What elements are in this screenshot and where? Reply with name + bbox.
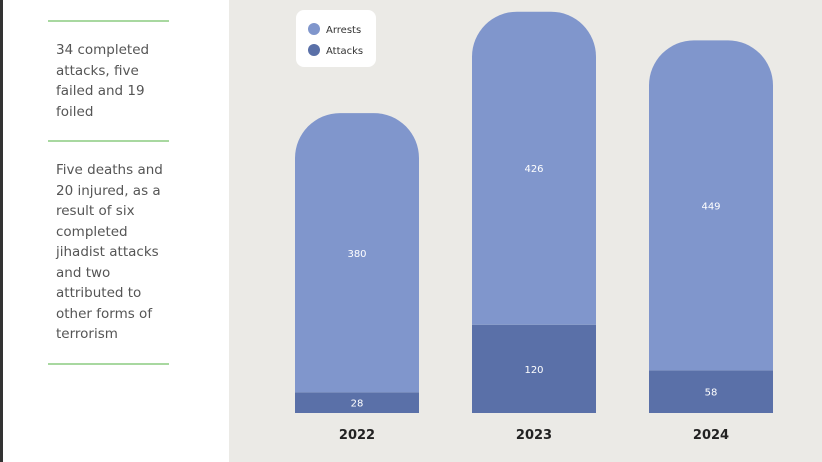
legend (296, 10, 376, 67)
bar-segment (295, 392, 419, 413)
bar-segment (472, 324, 596, 413)
legend-label: Arrests (326, 25, 361, 36)
x-tick-label: 2024 (693, 428, 729, 443)
bar-segment (649, 370, 773, 413)
data-label: 380 (347, 249, 366, 260)
chart: Arrests Attacks 28 380 2022 120 426 2023 58 449 20… (229, 0, 822, 462)
data-label: 28 (351, 399, 364, 410)
data-label: 449 (701, 201, 720, 212)
legend-swatch (308, 23, 320, 35)
bar-segment (649, 40, 773, 371)
legend-label: Attacks (326, 46, 363, 57)
bar-segment (472, 11, 596, 325)
note: 34 completed attacks, five failed and 19… (56, 42, 150, 120)
separator (48, 20, 169, 22)
sidebar: 34 completed attacks, five failed and 19… (48, 0, 169, 365)
separator (48, 140, 169, 142)
data-label: 120 (524, 365, 543, 376)
x-tick-label: 2022 (339, 428, 375, 443)
data-label: 426 (524, 164, 543, 175)
legend-swatch (308, 44, 320, 56)
note: Five deaths and 20 injured, as a result … (56, 162, 163, 342)
separator (48, 362, 169, 365)
x-tick-label: 2023 (516, 428, 552, 443)
data-label: 58 (705, 388, 718, 399)
bar-segment (295, 113, 419, 393)
